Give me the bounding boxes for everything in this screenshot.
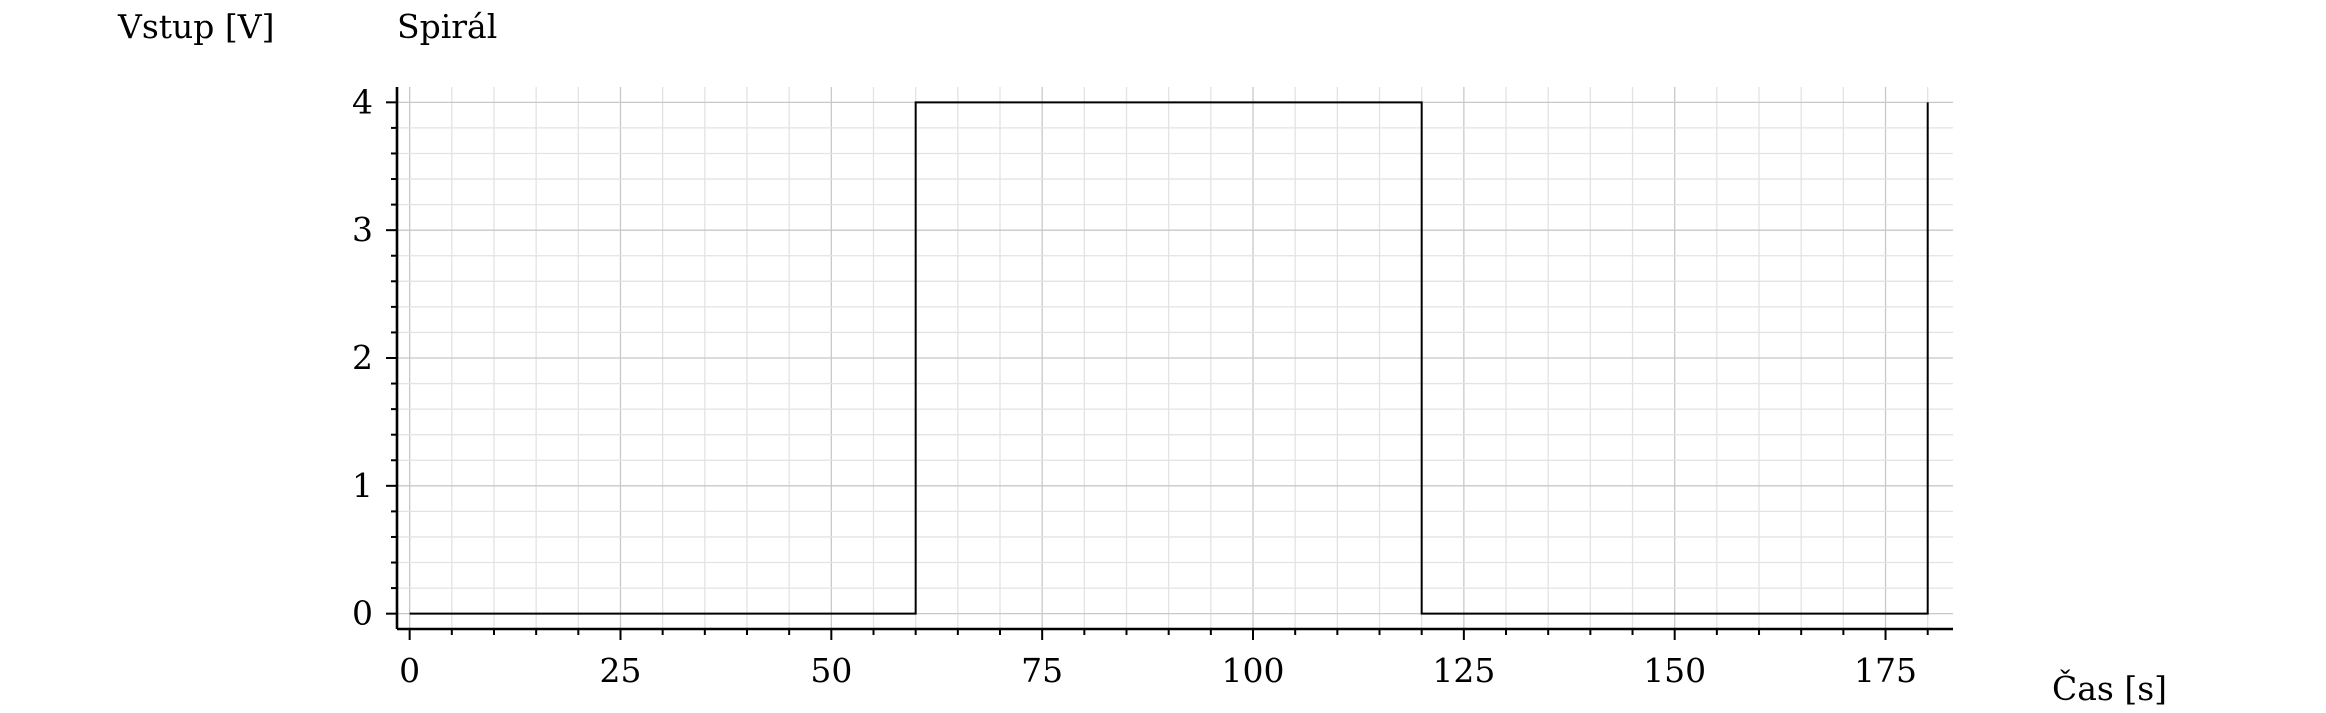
x-tick-label: 150	[1643, 651, 1706, 690]
y-tick-label: 1	[352, 466, 373, 505]
y-axis-label: Vstup [V]	[117, 7, 274, 46]
x-tick-label: 0	[399, 651, 420, 690]
y-tick-label: 4	[352, 82, 373, 121]
x-tick-label: 50	[810, 651, 852, 690]
x-tick-label: 75	[1021, 651, 1063, 690]
x-tick-label: 175	[1854, 651, 1917, 690]
x-tick-label: 100	[1222, 651, 1285, 690]
chart-title: Spirál	[397, 7, 497, 46]
x-tick-label: 25	[599, 651, 641, 690]
series-line	[409, 101, 1929, 615]
y-tick-label: 0	[352, 594, 373, 633]
x-axis-label: Čas [s]	[2052, 668, 2167, 708]
y-tick-label: 2	[352, 338, 373, 377]
series-layer	[409, 101, 1929, 615]
grid	[397, 87, 1953, 629]
y-tick-label: 3	[352, 210, 373, 249]
x-tick-label: 125	[1432, 651, 1495, 690]
axes: 0 25 50 75 100 125 150 175 0 1 2 3 4	[352, 82, 1953, 690]
